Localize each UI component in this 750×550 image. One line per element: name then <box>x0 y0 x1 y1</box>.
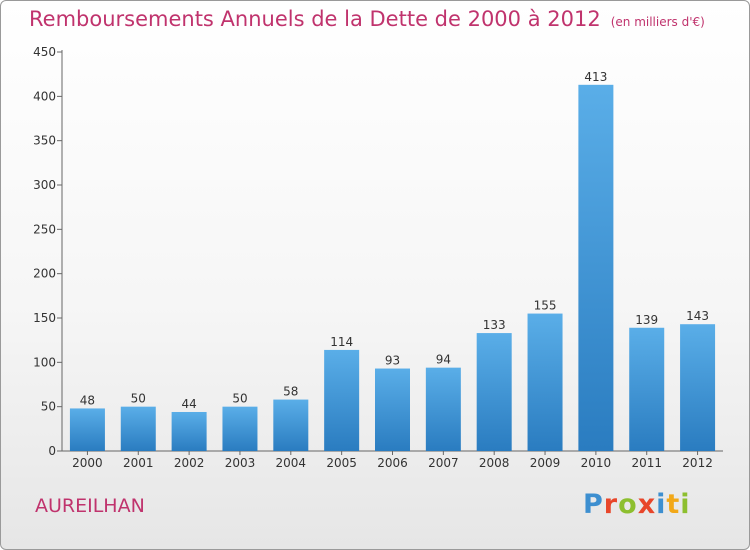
bar <box>120 406 156 451</box>
bar <box>222 406 258 451</box>
brand-letter: P <box>583 489 604 520</box>
city-label: AUREILHAN <box>35 495 145 517</box>
data-label: 93 <box>385 354 400 368</box>
chart-title: Remboursements Annuels de la Dette de 20… <box>29 7 705 31</box>
y-tick-label: 50 <box>41 400 56 414</box>
x-tick-label: 2004 <box>276 456 307 470</box>
data-label: 155 <box>534 299 557 313</box>
x-tick-label: 2008 <box>479 456 510 470</box>
brand-logo: Proxiti <box>583 489 691 520</box>
data-label: 50 <box>232 392 247 406</box>
data-label: 139 <box>635 313 658 327</box>
bar <box>324 349 360 451</box>
y-tick-label: 0 <box>48 444 56 458</box>
y-tick-label: 400 <box>33 89 56 103</box>
x-tick-label: 2006 <box>377 456 408 470</box>
axes: 0 50 100 150 200 250 300 350 400 450 <box>33 45 723 458</box>
data-label: 48 <box>80 393 95 407</box>
y-tick-label: 250 <box>33 222 56 236</box>
bar <box>375 368 410 451</box>
brand-letter: t <box>666 489 681 520</box>
brand-letter: r <box>603 489 619 520</box>
y-tick-label: 150 <box>33 311 56 325</box>
data-label: 58 <box>283 385 298 399</box>
bar <box>629 327 665 451</box>
x-tick-label: 2001 <box>123 456 154 470</box>
y-tick-label: 300 <box>33 178 56 192</box>
bar <box>527 313 563 451</box>
data-label: 94 <box>436 353 451 367</box>
bar <box>476 333 512 451</box>
unit-label: (en milliers d'€) <box>610 15 705 29</box>
bar <box>273 399 309 451</box>
x-tick-label: 2007 <box>428 456 459 470</box>
y-tick-label: 100 <box>33 355 56 369</box>
x-tick-label: 2002 <box>174 456 205 470</box>
title-text: Remboursements Annuels de la Dette de 20… <box>29 7 601 31</box>
bar <box>425 367 461 451</box>
brand-letter: i <box>656 489 667 520</box>
y-tick-label: 450 <box>33 45 56 59</box>
bar <box>680 324 716 451</box>
y-tick-label: 200 <box>33 267 56 281</box>
bars-group <box>69 84 716 451</box>
x-tick-label: 2010 <box>581 456 612 470</box>
data-label: 133 <box>483 318 506 332</box>
x-tick-label: 2005 <box>326 456 357 470</box>
labels-group: 48 2000 50 2001 44 2002 50 2003 58 2004 114 2005 93 2… <box>72 70 713 470</box>
x-tick-label: 2003 <box>225 456 256 470</box>
x-tick-label: 2012 <box>682 456 713 470</box>
brand-letter: i <box>680 489 691 520</box>
data-label: 413 <box>584 70 607 84</box>
data-label: 114 <box>330 335 353 349</box>
data-label: 44 <box>181 397 196 411</box>
data-label: 50 <box>131 392 146 406</box>
bar <box>171 411 207 451</box>
data-label: 143 <box>686 309 709 323</box>
brand-letter: x <box>637 489 657 520</box>
x-tick-label: 2011 <box>631 456 662 470</box>
bar <box>578 84 614 451</box>
bar <box>69 408 105 451</box>
y-tick-label: 350 <box>33 134 56 148</box>
x-tick-label: 2009 <box>530 456 561 470</box>
x-tick-label: 2000 <box>72 456 103 470</box>
brand-letter: o <box>618 489 638 520</box>
